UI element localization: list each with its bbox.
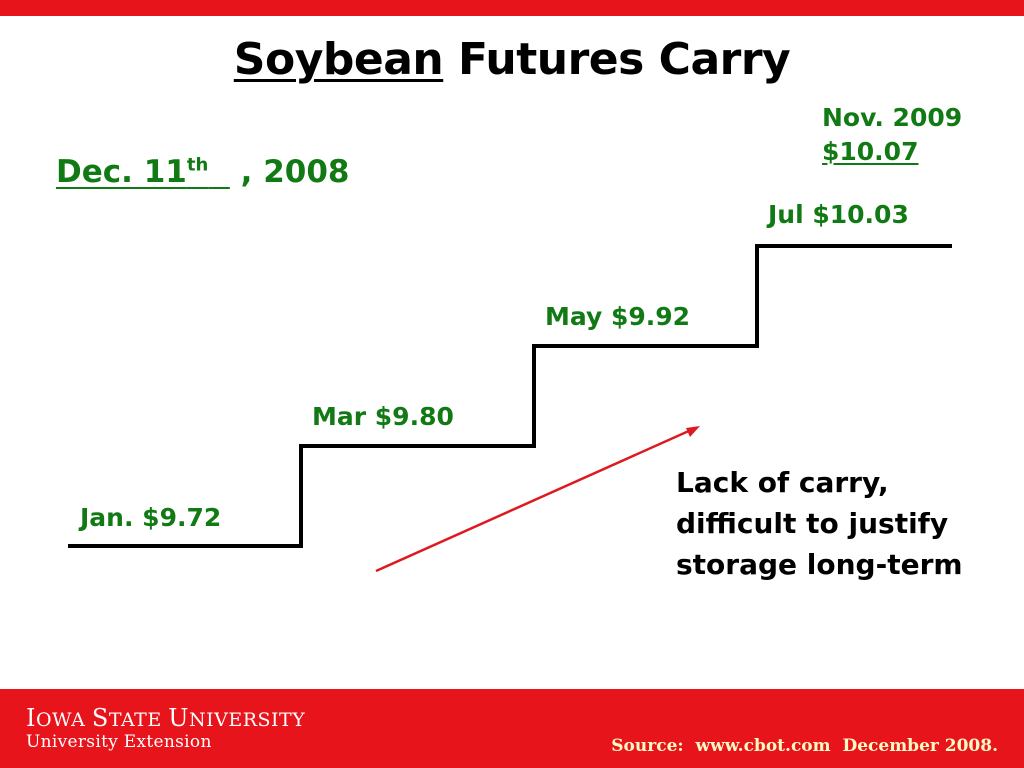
note-line-3: storage long-term (676, 548, 963, 581)
logo-niversity: NIVERSITY (189, 709, 306, 731)
trend-arrow-head (686, 426, 700, 437)
carry-note: Lack of carry, difficult to justify stor… (676, 462, 1006, 585)
date-superscript: th (186, 154, 209, 176)
logo-extension: University Extension (26, 732, 212, 752)
note-line-1: Lack of carry, (676, 466, 889, 499)
step-label-jul: Jul $10.03 (768, 200, 909, 229)
date-main: Dec. 11th (56, 154, 230, 190)
logo-i: I (26, 704, 36, 732)
note-line-2: difficult to justify (676, 507, 949, 540)
logo-tate: TATE (108, 709, 169, 731)
title-rest: Futures Carry (443, 34, 791, 85)
date-day: Dec. 11 (56, 154, 187, 190)
logo-owa: OWA (35, 709, 92, 731)
staircase-line (68, 244, 952, 548)
step-label-jan: Jan. $9.72 (80, 503, 222, 532)
final-price: $10.07 (822, 137, 919, 166)
step-label-mar: Mar $9.80 (312, 402, 454, 431)
final-contract-label: Nov. 2009 $10.07 (822, 101, 962, 169)
date-label: Dec. 11th , 2008 (56, 150, 350, 194)
title-emphasis: Soybean (233, 34, 444, 85)
final-month: Nov. 2009 (822, 103, 963, 132)
source-citation: Source: www.cbot.com December 2008. (611, 736, 998, 756)
logo-university-name: IOWA STATE UNIVERSITY (26, 706, 305, 730)
slide-title: Soybean Futures Carry (0, 32, 1024, 88)
date-year: , 2008 (229, 154, 350, 190)
logo-s: S (91, 704, 109, 732)
bottom-red-bar (0, 689, 1024, 768)
top-red-bar (0, 0, 1024, 16)
step-label-may: May $9.92 (545, 302, 691, 331)
logo-u: U (168, 704, 189, 732)
trend-arrow-line (375, 428, 692, 573)
university-logo: IOWA STATE UNIVERSITY University Extensi… (26, 706, 305, 751)
